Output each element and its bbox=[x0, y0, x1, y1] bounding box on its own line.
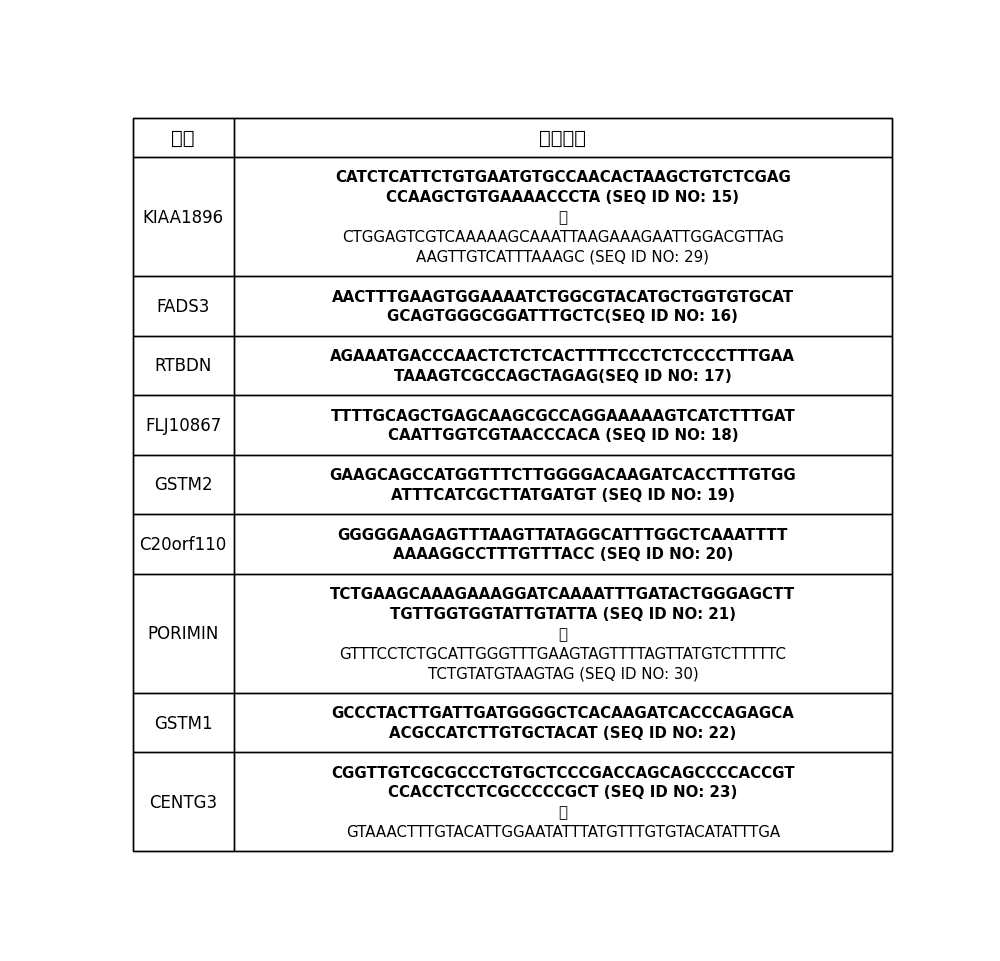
Text: CAATTGGTCGTAACCCACA (SEQ ID NO: 18): CAATTGGTCGTAACCCACA (SEQ ID NO: 18) bbox=[388, 428, 738, 443]
Text: KIAA1896: KIAA1896 bbox=[143, 209, 224, 227]
Text: TTTTGCAGCTGAGCAAGCGCCAGGAAAAAGTCATCTTTGAT: TTTTGCAGCTGAGCAAGCGCCAGGAAAAAGTCATCTTTGA… bbox=[330, 408, 795, 423]
Text: FADS3: FADS3 bbox=[156, 298, 210, 315]
Text: AACTTTGAAGTGGAAAATCTGGCGTACATGCTGGTGTGCAT: AACTTTGAAGTGGAAAATCTGGCGTACATGCTGGTGTGCA… bbox=[332, 289, 794, 305]
Text: RTBDN: RTBDN bbox=[154, 357, 212, 375]
Text: GSTM1: GSTM1 bbox=[154, 714, 212, 731]
Bar bbox=[133, 693, 234, 752]
Text: 或: 或 bbox=[558, 627, 567, 641]
Text: CENTG3: CENTG3 bbox=[149, 793, 217, 811]
Bar bbox=[133, 396, 234, 456]
Bar bbox=[234, 277, 892, 336]
Text: GAAGCAGCCATGGTTTCTTGGGGACAAGATCACCTTTGTGG: GAAGCAGCCATGGTTTCTTGGGGACAAGATCACCTTTGTG… bbox=[330, 468, 796, 482]
Text: GCAGTGGGCGGATTTGCTC(SEQ ID NO: 16): GCAGTGGGCGGATTTGCTC(SEQ ID NO: 16) bbox=[387, 309, 738, 324]
Text: AAGTTGTCATTTAAAGC (SEQ ID NO: 29): AAGTTGTCATTTAAAGC (SEQ ID NO: 29) bbox=[416, 250, 709, 264]
Text: FLJ10867: FLJ10867 bbox=[145, 416, 221, 434]
Bar bbox=[133, 752, 234, 851]
Text: AGAAATGACCCAACTCTCTCACTTTTCCCTCTCCCCTTTGAA: AGAAATGACCCAACTCTCTCACTTTTCCCTCTCCCCTTTG… bbox=[330, 349, 795, 363]
Bar bbox=[133, 277, 234, 336]
Bar bbox=[133, 456, 234, 515]
Text: CATCTCATTCTGTGAATGTGCCAACACTAAGCTGTCTCGAG: CATCTCATTCTGTGAATGTGCCAACACTAAGCTGTCTCGA… bbox=[335, 170, 791, 185]
Text: 基因: 基因 bbox=[171, 129, 195, 148]
Bar bbox=[234, 119, 892, 158]
Bar bbox=[133, 158, 234, 277]
Bar bbox=[133, 574, 234, 693]
Bar bbox=[133, 515, 234, 574]
Bar bbox=[234, 158, 892, 277]
Text: 或: 或 bbox=[558, 209, 567, 225]
Text: 探针序列: 探针序列 bbox=[539, 129, 586, 148]
Text: TCTGTATGTAAGTAG (SEQ ID NO: 30): TCTGTATGTAAGTAG (SEQ ID NO: 30) bbox=[428, 666, 698, 680]
Bar bbox=[133, 119, 234, 158]
Text: PORIMIN: PORIMIN bbox=[147, 625, 219, 643]
Text: TCTGAAGCAAAGAAAGGATCAAAATTTGATACTGGGAGCTT: TCTGAAGCAAAGAAAGGATCAAAATTTGATACTGGGAGCT… bbox=[330, 586, 795, 602]
Text: CTGGAGTCGTCAAAAAGCAAATTAAGAAAGAATTGGACGTTAG: CTGGAGTCGTCAAAAAGCAAATTAAGAAAGAATTGGACGT… bbox=[342, 230, 784, 245]
Bar bbox=[234, 515, 892, 574]
Bar bbox=[133, 336, 234, 396]
Text: CCACCTCCTCGCCCCCGCT (SEQ ID NO: 23): CCACCTCCTCGCCCCCGCT (SEQ ID NO: 23) bbox=[388, 784, 738, 800]
Bar bbox=[234, 574, 892, 693]
Bar bbox=[234, 752, 892, 851]
Text: TGTTGGTGGTATTGTATTA (SEQ ID NO: 21): TGTTGGTGGTATTGTATTA (SEQ ID NO: 21) bbox=[390, 606, 736, 621]
Text: GCCCTACTTGATTGATGGGGCTCACAAGATCACCCAGAGCA: GCCCTACTTGATTGATGGGGCTCACAAGATCACCCAGAGC… bbox=[331, 705, 794, 721]
Bar bbox=[234, 456, 892, 515]
Text: 或: 或 bbox=[558, 804, 567, 820]
Text: ACGCCATCTTGTGCTACAT (SEQ ID NO: 22): ACGCCATCTTGTGCTACAT (SEQ ID NO: 22) bbox=[389, 726, 736, 740]
Text: C20orf110: C20orf110 bbox=[140, 535, 227, 554]
Text: CCAAGCTGTGAAAACCCTA (SEQ ID NO: 15): CCAAGCTGTGAAAACCCTA (SEQ ID NO: 15) bbox=[386, 190, 739, 205]
Bar bbox=[234, 693, 892, 752]
Text: CGGTTGTCGCGCCCTGTGCTCCCGACCAGCAGCCCCACCGT: CGGTTGTCGCGCCCTGTGCTCCCGACCAGCAGCCCCACCG… bbox=[331, 765, 795, 779]
Bar bbox=[234, 336, 892, 396]
Text: GTAAACTTTGTACATTGGAATATTTATGTTTGTGTACATATTTGA: GTAAACTTTGTACATTGGAATATTTATGTTTGTGTACATA… bbox=[346, 825, 780, 839]
Text: TAAAGTCGCCAGCTAGAG(SEQ ID NO: 17): TAAAGTCGCCAGCTAGAG(SEQ ID NO: 17) bbox=[394, 368, 732, 383]
Text: GSTM2: GSTM2 bbox=[154, 476, 212, 494]
Text: GGGGGAAGAGTTTAAGTTATAGGCATTTGGCTCAAATTTT: GGGGGAAGAGTTTAAGTTATAGGCATTTGGCTCAAATTTT bbox=[338, 527, 788, 542]
Text: ATTTCATCGCTTATGATGT (SEQ ID NO: 19): ATTTCATCGCTTATGATGT (SEQ ID NO: 19) bbox=[391, 487, 735, 503]
Text: GTTTCCTCTGCATTGGGTTTGAAGTAGTTTTAGTTATGTCTTTTTC: GTTTCCTCTGCATTGGGTTTGAAGTAGTTTTAGTTATGTC… bbox=[339, 646, 786, 661]
Bar bbox=[234, 396, 892, 456]
Text: AAAAGGCCTTTGTTTACC (SEQ ID NO: 20): AAAAGGCCTTTGTTTACC (SEQ ID NO: 20) bbox=[393, 547, 733, 562]
